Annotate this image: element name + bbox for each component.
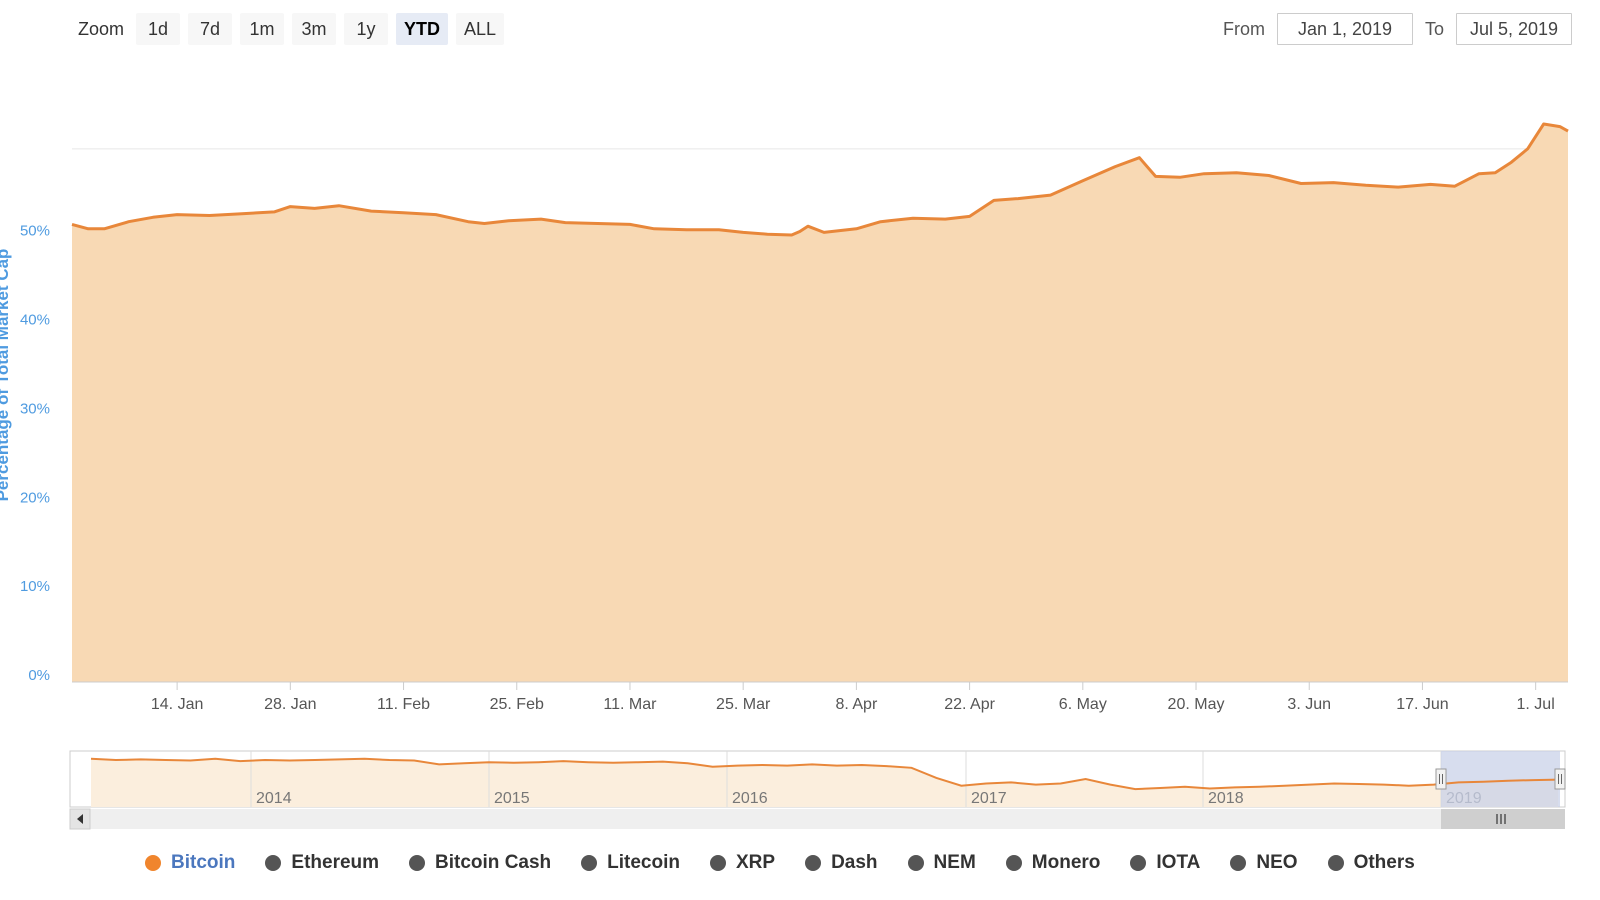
zoom-button-3m[interactable]: 3m [292,13,337,45]
from-label: From [1222,18,1265,39]
legend-label-others: Others [1353,852,1415,873]
from-date-input[interactable] [1276,13,1413,45]
legend-item-iota[interactable]: IOTA [1130,852,1200,874]
x-tick-label: 14. Jan [151,696,203,713]
legend-label-monero: Monero [1031,852,1101,873]
plot-area [71,122,1569,682]
zoom-button-1m[interactable]: 1m [240,13,285,45]
x-tick-label: 1. Jul [1517,696,1555,713]
scrollbar-track[interactable] [70,809,1565,829]
navigator: 201420152016201720182019 [69,750,1566,808]
navigator-year-label: 2017 [971,790,1007,807]
navigator-year-label: 2015 [494,790,530,807]
legend-dot-others [1327,855,1344,871]
y-tick-label: 30% [20,400,50,417]
legend-label-iota: IOTA [1156,852,1201,873]
legend-item-ethereum[interactable]: Ethereum [265,852,379,874]
x-tick-label: 8. Apr [835,696,877,713]
zoom-button-1d[interactable]: 1d [136,13,181,45]
legend-dot-bitcoin-cash [409,855,426,871]
legend: Bitcoin Ethereum Bitcoin Cash Litecoin X… [145,848,1415,878]
legend-dot-nem [907,855,924,871]
legend-label-neo: NEO [1256,852,1298,873]
scrollbar-thumb[interactable] [1441,809,1565,829]
bitcoin-area [72,124,1568,682]
legend-dot-ethereum [265,855,282,871]
zoom-button-7d[interactable]: 7d [188,13,233,45]
legend-item-nem[interactable]: NEM [907,852,976,874]
x-tick-label: 11. Mar [603,696,657,713]
legend-dot-xrp [710,855,726,871]
legend-item-monero[interactable]: Monero [1005,852,1101,874]
navigator-year-label: 2018 [1208,790,1244,807]
navigator-line [90,757,1559,791]
legend-dot-bitcoin [145,855,161,871]
to-label: To [1424,18,1444,39]
y-tick-label: 20% [20,489,50,506]
legend-dot-dash [805,855,822,871]
y-tick-label: 40% [20,312,50,329]
x-tick-label: 28. Jan [264,696,316,713]
x-tick-label: 17. Jun [1396,696,1448,713]
zoom-button-all[interactable]: ALL [456,13,505,45]
x-tick-label: 22. Apr [944,696,995,713]
legend-item-bitcoin[interactable]: Bitcoin [145,852,235,874]
legend-dot-neo [1230,855,1247,871]
bitcoin-line [71,122,1569,237]
legend-label-xrp: XRP [736,852,776,873]
y-tick-label: 50% [20,223,50,240]
navigator-handle[interactable] [1435,768,1447,790]
legend-label-ethereum: Ethereum [291,852,380,873]
y-tick-label: 10% [20,578,50,595]
legend-item-others[interactable]: Others [1327,852,1415,874]
x-tick-label: 6. May [1059,696,1107,713]
legend-dot-iota [1130,855,1147,871]
navigator-year-label: 2014 [256,790,292,807]
legend-item-neo[interactable]: NEO [1230,852,1298,874]
legend-item-dash[interactable]: Dash [805,852,878,874]
y-tick-label: 0% [28,667,50,684]
date-range-selector: From To [1222,12,1572,46]
legend-label-bitcoin: Bitcoin [171,852,236,873]
zoom-button-1y[interactable]: 1y [344,13,389,45]
legend-item-bitcoin-cash[interactable]: Bitcoin Cash [409,852,551,874]
legend-label-litecoin: Litecoin [607,852,680,873]
legend-dot-monero [1005,855,1022,871]
navigator-area [91,758,1558,807]
legend-item-litecoin[interactable]: Litecoin [581,852,680,874]
navigator-handle[interactable] [1554,768,1566,790]
navigator-year-label: 2016 [732,790,768,807]
x-axis: 14. Jan 28. Jan 11. Feb 25. Feb 11. Mar 25. M… [72,681,1568,713]
legend-item-xrp[interactable]: XRP [710,852,775,874]
arrow-left-icon [77,814,83,824]
x-tick-label: 3. Jun [1287,696,1331,713]
zoom-label: Zoom [78,18,125,39]
scrollbar[interactable] [69,808,1565,830]
y-axis: 0% 10% 20% 30% 40% 50% [20,223,50,684]
to-date-input[interactable] [1456,13,1572,45]
zoom-bar: Zoom 1d 7d 1m 3m 1y YTD ALL [78,12,505,46]
legend-label-dash: Dash [831,852,878,873]
x-tick-label: 11. Feb [377,696,430,713]
x-tick-label: 20. May [1168,696,1225,713]
legend-label-bitcoin-cash: Bitcoin Cash [435,852,552,873]
legend-label-nem: NEM [933,852,976,873]
x-tick-label: 25. Mar [716,696,771,713]
x-tick-label: 25. Feb [490,696,544,713]
y-axis-title: Percentage of Total Market Cap [0,249,12,502]
zoom-button-ytd[interactable]: YTD [396,13,449,45]
legend-dot-litecoin [581,855,598,871]
